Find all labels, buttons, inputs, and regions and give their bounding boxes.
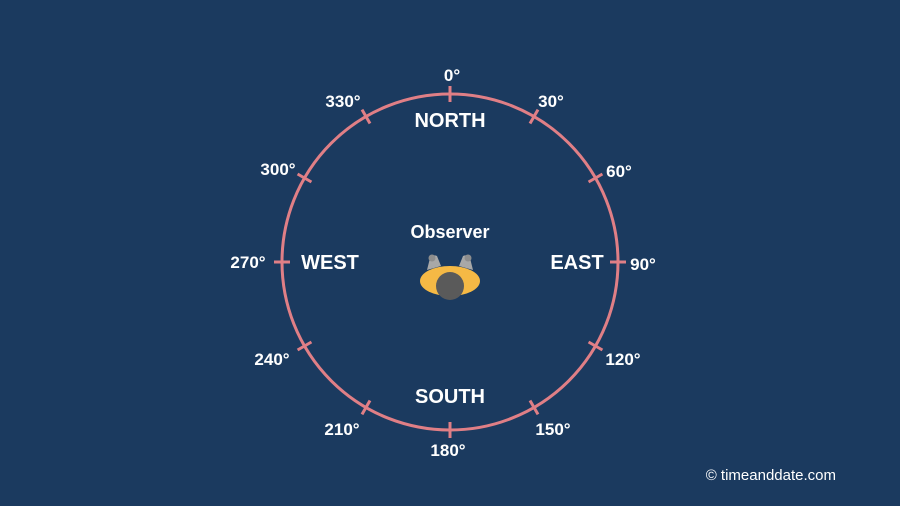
cardinal-north: NORTH <box>414 110 485 132</box>
tick-mark-240 <box>296 340 313 352</box>
degree-label-210: 210° <box>324 420 359 439</box>
degree-label-300: 300° <box>260 160 295 179</box>
tick-mark-60 <box>587 172 604 184</box>
tick-mark-330 <box>360 108 372 125</box>
degree-label-0: 0° <box>444 66 460 85</box>
copyright-notice: © timeanddate.com <box>705 467 836 484</box>
tick-mark-30 <box>528 108 540 125</box>
cardinal-west: WEST <box>301 252 359 274</box>
degree-label-30: 30° <box>538 92 564 111</box>
cardinal-south: SOUTH <box>415 386 485 408</box>
tick-mark-210 <box>360 399 372 416</box>
degree-label-150: 150° <box>535 420 570 439</box>
compass-ticks <box>274 86 626 438</box>
observer-head <box>436 272 464 300</box>
observer-label: Observer <box>410 222 489 242</box>
degree-label-60: 60° <box>606 162 632 181</box>
observer-right-hand <box>464 254 472 262</box>
tick-mark-300 <box>296 172 313 184</box>
degree-label-330: 330° <box>325 92 360 111</box>
degree-label-270: 270° <box>230 253 265 272</box>
tick-mark-150 <box>528 399 540 416</box>
degree-label-240: 240° <box>254 350 289 369</box>
degree-label-90: 90° <box>630 255 656 274</box>
tick-mark-120 <box>587 340 604 352</box>
person-top-view-icon <box>420 254 480 300</box>
degree-label-180: 180° <box>430 441 465 460</box>
degree-label-120: 120° <box>605 350 640 369</box>
observer-left-hand <box>428 254 436 262</box>
cardinal-east: EAST <box>550 252 603 274</box>
